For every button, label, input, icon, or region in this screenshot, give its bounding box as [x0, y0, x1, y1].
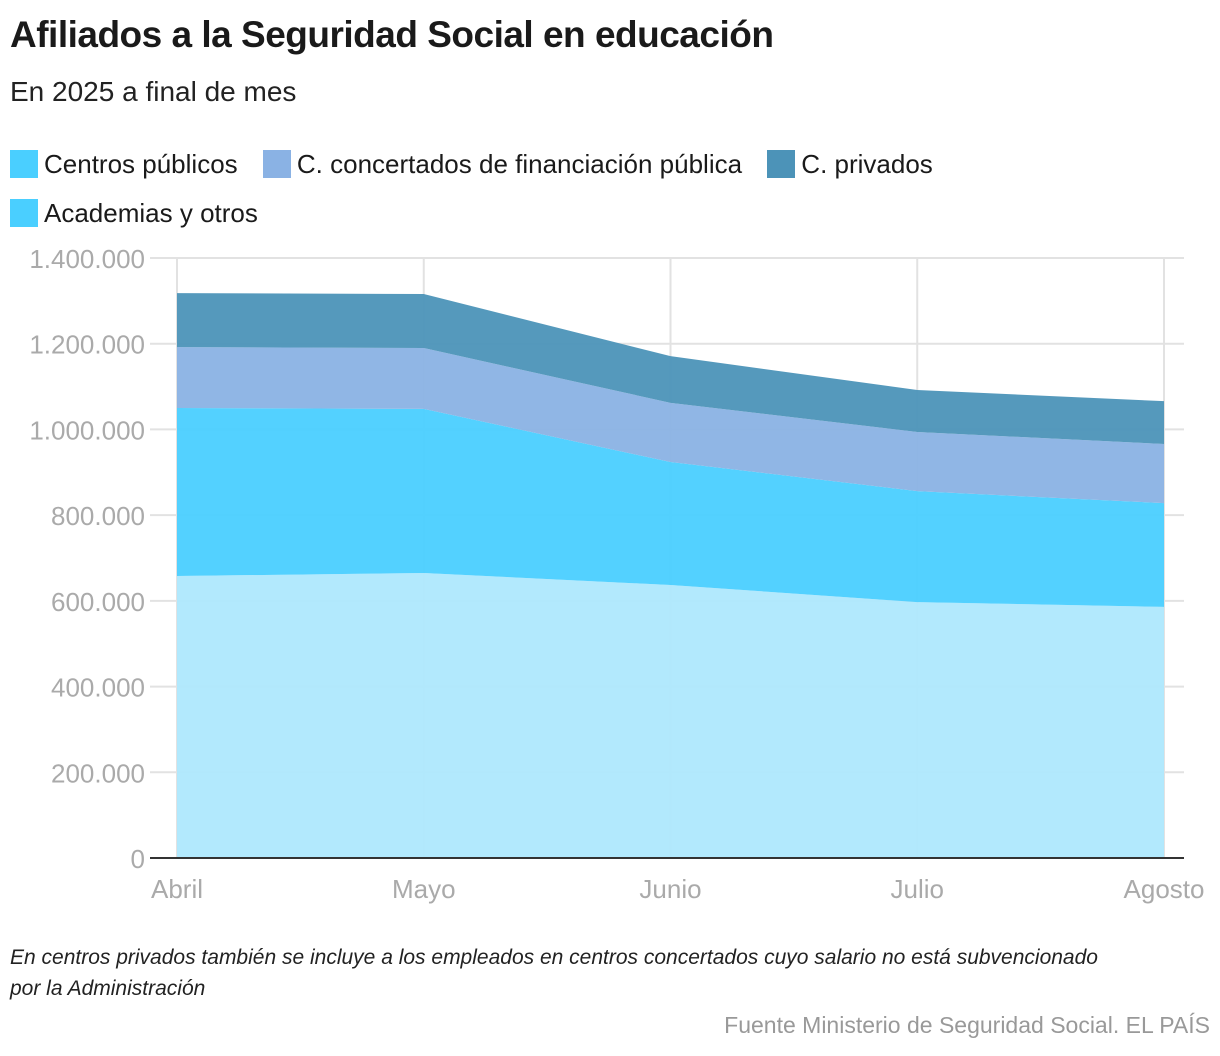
y-tick-label: 200.000: [51, 758, 145, 788]
legend-item: Centros públicos: [10, 142, 238, 186]
x-tick-label: Junio: [639, 874, 701, 904]
area-academias-y-otros: [177, 408, 1164, 607]
y-tick-label: 800.000: [51, 501, 145, 531]
legend-label: C. privados: [801, 149, 933, 179]
chart-subtitle: En 2025 a final de mes: [10, 76, 297, 107]
area-c-concertados-de-financiaci-n-p-blica: [177, 347, 1164, 504]
x-tick-label: Mayo: [392, 874, 456, 904]
y-tick-label: 1.000.000: [29, 415, 145, 445]
y-tick-label: 1.400.000: [29, 244, 145, 274]
legend-swatch: [262, 150, 291, 178]
legend-label: Centros públicos: [44, 149, 238, 179]
legend-swatch: [767, 150, 796, 178]
area-c-privados: [177, 293, 1164, 444]
area-centros-p-blicos: [177, 573, 1164, 858]
footnote: En centros privados también se incluye a…: [10, 946, 1098, 1000]
y-tick-label: 0: [131, 844, 145, 874]
y-tick-label: 1.200.000: [29, 330, 145, 360]
legend-swatch: [10, 199, 38, 227]
legend-label: C. concertados de financiación pública: [296, 149, 743, 179]
x-tick-label: Julio: [891, 874, 944, 904]
chart-title: Afiliados a la Seguridad Social en educa…: [10, 14, 774, 55]
legend: Centros públicos C. concertados de finan…: [10, 142, 1110, 240]
source: Fuente Ministerio de Seguridad Social. E…: [724, 1012, 1210, 1038]
legend-swatch: [10, 150, 38, 178]
legend-item: C. privados: [767, 142, 933, 186]
legend-label: Academias y otros: [44, 198, 258, 228]
y-tick-label: 400.000: [51, 673, 145, 703]
x-tick-label: Abril: [151, 874, 203, 904]
legend-item: Academias y otros: [10, 191, 258, 235]
legend-item: C. concertados de financiación pública: [262, 142, 743, 186]
y-tick-label: 600.000: [51, 587, 145, 617]
x-tick-label: Agosto: [1124, 874, 1205, 904]
